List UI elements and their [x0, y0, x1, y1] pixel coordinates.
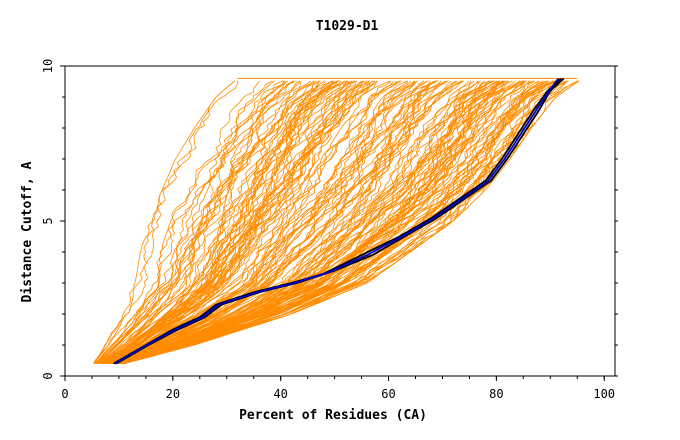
model-curve: [109, 80, 428, 364]
x-tick-label: 20: [166, 387, 180, 401]
x-tick-label: 60: [381, 387, 395, 401]
model-curve: [100, 80, 338, 364]
highlight-lines: [113, 77, 565, 365]
model-curve: [116, 80, 507, 364]
model-curve: [123, 80, 561, 364]
model-curve: [118, 80, 505, 364]
model-curve: [115, 80, 490, 364]
model-curve: [122, 80, 569, 364]
model-curve: [98, 80, 315, 364]
x-axis: 0 20 40 60 80 100: [61, 376, 615, 401]
model-curve: [98, 80, 320, 364]
model-curve: [99, 80, 321, 364]
model-curve: [119, 80, 523, 364]
model-curve: [112, 80, 439, 364]
model-curve: [111, 80, 458, 364]
model-curve: [101, 80, 335, 364]
model-curve: [116, 80, 485, 364]
model-curve: [105, 80, 390, 364]
model-curve: [93, 80, 236, 364]
x-axis-label: Percent of Residues (CA): [239, 408, 427, 423]
model-curve: [97, 80, 311, 364]
model-curve: [104, 80, 370, 364]
model-curve: [121, 80, 565, 364]
model-curve: [101, 80, 319, 364]
model-curve: [93, 80, 235, 364]
model-curve: [100, 80, 345, 364]
x-tick-label: 40: [273, 387, 287, 401]
model-curve: [97, 80, 283, 364]
model-curve: [120, 80, 536, 364]
model-curve: [114, 80, 481, 364]
model-curve: [105, 80, 402, 364]
model-curve: [118, 80, 526, 364]
y-tick-label: 0: [41, 372, 55, 379]
model-curve: [96, 80, 275, 364]
model-curve: [102, 80, 351, 364]
model-curve: [95, 80, 261, 364]
model-curve: [111, 80, 439, 364]
chart-title: T1029-D1: [316, 19, 379, 34]
model-curve: [114, 80, 491, 364]
model-curve: [100, 80, 339, 364]
model-curve: [103, 80, 376, 364]
model-curve: [118, 80, 522, 364]
model-curve: [110, 80, 457, 364]
model-curve: [107, 80, 401, 364]
model-lines: [93, 77, 580, 364]
model-curve: [122, 80, 567, 364]
model-curve: [94, 80, 286, 364]
model-curve: [97, 80, 297, 364]
y-tick-label: 10: [41, 59, 55, 73]
x-tick-label: 0: [61, 387, 68, 401]
model-curve: [115, 80, 481, 364]
x-tick-label: 100: [593, 387, 615, 401]
y-tick-label: 5: [41, 217, 55, 224]
model-curve: [112, 80, 448, 364]
model-curve: [93, 80, 273, 364]
model-curve: [116, 80, 493, 364]
model-curve: [96, 80, 299, 364]
model-curve: [108, 80, 425, 364]
model-curve: [98, 80, 294, 364]
highlight-series-line: [113, 77, 562, 365]
y-axis-label: Distance Cutoff, A: [20, 161, 35, 302]
y-axis: 0 5 10: [41, 59, 618, 380]
x-tick-label: 80: [489, 387, 503, 401]
model-curve: [99, 80, 320, 364]
model-curve: [109, 80, 432, 364]
model-curve: [105, 80, 378, 364]
model-curve: [104, 80, 347, 364]
highlight-series-line: [114, 77, 560, 365]
model-curve: [110, 80, 452, 364]
highlight-series-line: [115, 77, 565, 365]
model-curve: [114, 80, 485, 364]
model-curve: [106, 80, 395, 364]
model-curve: [101, 80, 337, 364]
